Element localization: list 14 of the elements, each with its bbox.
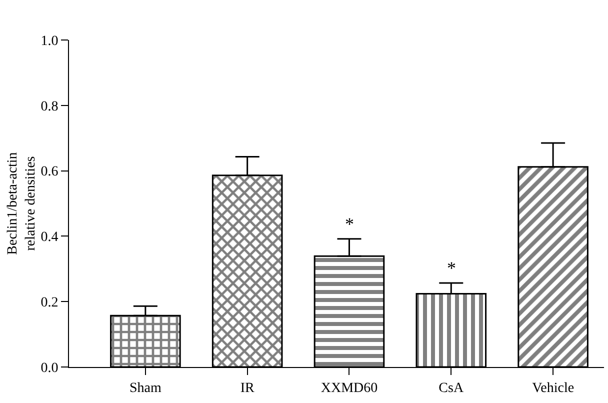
x-tick-label: Vehicle xyxy=(532,380,574,396)
x-tick-label: Sham xyxy=(129,380,162,396)
y-tick-label: 0.6 xyxy=(40,164,58,180)
y-tick-label: 1.0 xyxy=(40,34,58,49)
y-tick-label: 0.2 xyxy=(40,296,58,310)
y-tick-label: 0.4 xyxy=(40,230,58,246)
annotation: * xyxy=(345,214,354,234)
x-tick-label: XXMD60 xyxy=(320,380,378,396)
x-tick-label: CsA xyxy=(438,380,464,396)
x-tick-label: IR xyxy=(240,380,255,396)
y-tick-label: 0.0 xyxy=(40,360,58,376)
y-axis-title: Beclin1/beta-actin relative densities xyxy=(6,152,39,255)
annotation: * xyxy=(447,258,456,278)
y-tick-label: 0.8 xyxy=(40,99,58,114)
